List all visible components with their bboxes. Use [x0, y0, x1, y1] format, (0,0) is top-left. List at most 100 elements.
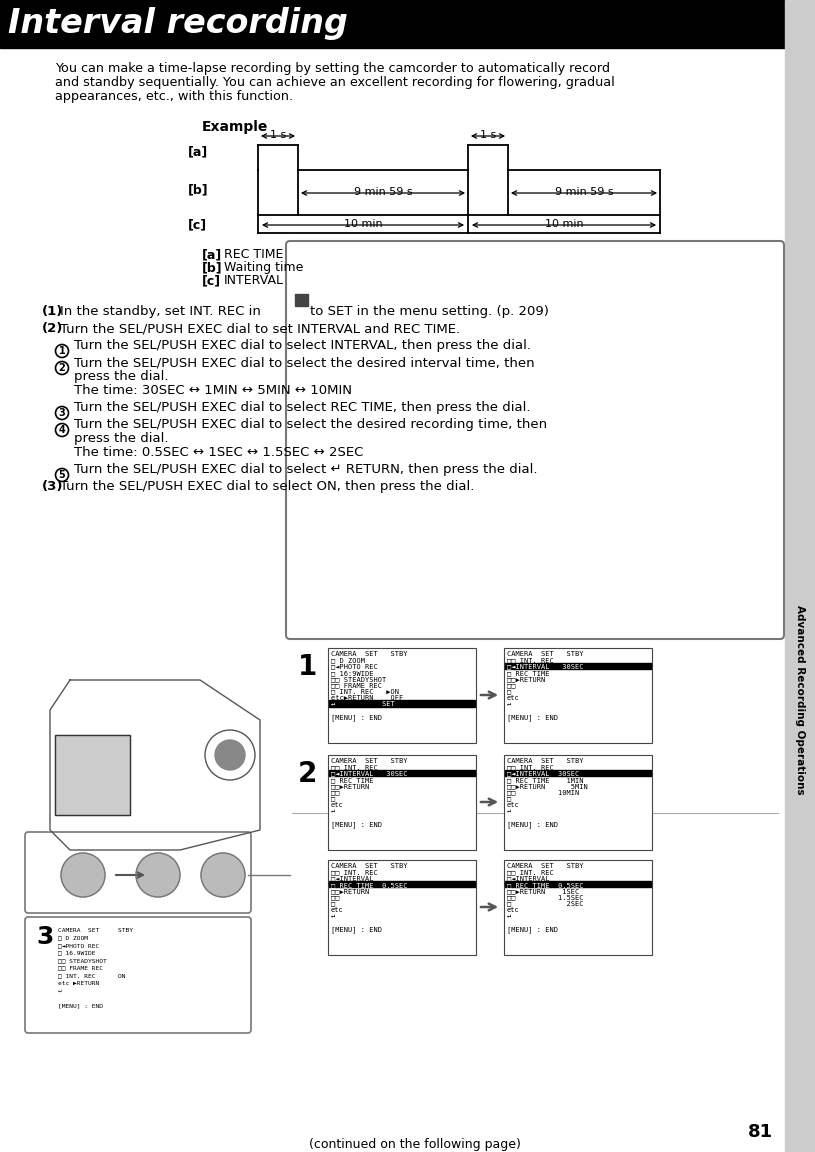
Text: etc ▶RETURN: etc ▶RETURN	[58, 980, 99, 985]
Text: press the dial.: press the dial.	[74, 370, 169, 382]
Text: Turn the SEL/PUSH EXEC dial to select ON, then press the dial.: Turn the SEL/PUSH EXEC dial to select ON…	[60, 480, 474, 493]
Text: CAMERA  SET   STBY: CAMERA SET STBY	[507, 758, 584, 764]
Bar	[504, 755, 652, 850]
Text: Turn the SEL/PUSH EXEC dial to select the desired recording time, then: Turn the SEL/PUSH EXEC dial to select th…	[74, 418, 547, 431]
Text: □: □	[507, 689, 511, 695]
Text: □ D ZOOM: □ D ZOOM	[58, 935, 88, 940]
Circle shape	[201, 852, 245, 897]
Text: (continued on the following page): (continued on the following page)	[309, 1138, 521, 1151]
Text: ↵: ↵	[331, 809, 335, 814]
Text: □□ STEADYSHOT: □□ STEADYSHOT	[331, 676, 386, 682]
Text: (3): (3)	[42, 480, 64, 493]
Text: 9 min 59 s: 9 min 59 s	[354, 187, 412, 197]
Text: The time: 30SEC ↔ 1MIN ↔ 5MIN ↔ 10MIN: The time: 30SEC ↔ 1MIN ↔ 5MIN ↔ 10MIN	[74, 384, 352, 397]
FancyBboxPatch shape	[286, 241, 784, 639]
Text: □             2SEC: □ 2SEC	[507, 901, 584, 907]
Text: 5: 5	[59, 470, 65, 480]
Bar	[505, 881, 651, 887]
Text: ↵: ↵	[58, 988, 62, 993]
Text: □□: □□	[331, 894, 340, 901]
Text: G: G	[298, 309, 305, 318]
Circle shape	[215, 740, 245, 770]
Text: 9 min 59 s: 9 min 59 s	[555, 187, 614, 197]
Text: CAMERA  SET   STBY: CAMERA SET STBY	[507, 651, 584, 657]
Text: [MENU] : END: [MENU] : END	[331, 926, 382, 933]
Text: □□: □□	[507, 682, 516, 689]
Text: CAMERA  SET   STBY: CAMERA SET STBY	[507, 863, 584, 869]
Text: □ REC TIME    1MIN: □ REC TIME 1MIN	[507, 776, 584, 783]
Text: □◄PHOTO REC: □◄PHOTO REC	[331, 664, 377, 669]
Bar	[329, 700, 475, 707]
Text: □□: □□	[331, 789, 340, 796]
Bar	[329, 881, 475, 887]
Bar	[328, 755, 476, 850]
Text: Turn the SEL/PUSH EXEC dial to select ↵ RETURN, then press the dial.: Turn the SEL/PUSH EXEC dial to select ↵ …	[74, 463, 538, 476]
Text: etc: etc	[507, 695, 520, 702]
Bar	[28, 650, 288, 850]
Bar	[328, 861, 476, 955]
Text: etc▶RETURN    OFF: etc▶RETURN OFF	[331, 695, 403, 702]
Text: 3: 3	[59, 408, 65, 418]
Text: CAMERA  SET   STBY: CAMERA SET STBY	[331, 863, 408, 869]
Text: □□ FRAME REC: □□ FRAME REC	[331, 682, 382, 689]
Text: In the standby, set INT. REC in: In the standby, set INT. REC in	[60, 305, 261, 318]
Bar	[785, 0, 815, 1152]
Text: □□ INT. REC: □□ INT. REC	[507, 658, 553, 664]
Text: 3: 3	[36, 925, 53, 949]
Text: □ REC TIME: □ REC TIME	[331, 776, 373, 783]
Text: □ D ZOOM: □ D ZOOM	[331, 658, 365, 664]
Bar	[504, 755, 652, 850]
Text: □: □	[331, 901, 335, 907]
Text: □□ INT. REC: □□ INT. REC	[331, 870, 377, 876]
Text: □◄INTERVAL  30SEC: □◄INTERVAL 30SEC	[507, 771, 579, 776]
Text: You can make a time-lapse recording by setting the camcorder to automatically re: You can make a time-lapse recording by s…	[55, 62, 610, 75]
Text: □□          10MIN: □□ 10MIN	[507, 789, 579, 796]
Text: □◄INTERVAL: □◄INTERVAL	[507, 876, 549, 881]
Text: and standby sequentially. You can achieve an excellent recording for flowering, : and standby sequentially. You can achiev…	[55, 76, 615, 89]
Text: □: □	[331, 796, 335, 802]
Text: □□▶RETURN    1SEC: □□▶RETURN 1SEC	[507, 888, 579, 894]
Text: Turn the SEL/PUSH EXEC dial to select the desired interval time, then: Turn the SEL/PUSH EXEC dial to select th…	[74, 356, 535, 369]
Text: □□ INT. REC: □□ INT. REC	[507, 870, 553, 876]
Text: Example: Example	[202, 120, 268, 134]
Text: ↵: ↵	[507, 702, 511, 707]
Text: [b]: [b]	[202, 262, 222, 274]
Text: Turn the SEL/PUSH EXEC dial to set INTERVAL and REC TIME.: Turn the SEL/PUSH EXEC dial to set INTER…	[60, 323, 460, 335]
Bar	[504, 647, 652, 743]
Bar	[504, 647, 652, 743]
Text: 81: 81	[747, 1123, 773, 1140]
Circle shape	[61, 852, 105, 897]
Text: appearances, etc., with this function.: appearances, etc., with this function.	[55, 90, 293, 103]
Text: press the dial.: press the dial.	[74, 432, 169, 445]
Text: □□ STEADYSHOT: □□ STEADYSHOT	[58, 958, 107, 963]
Text: 2: 2	[298, 760, 317, 788]
Text: Advanced Recording Operations: Advanced Recording Operations	[795, 605, 805, 795]
Text: □ INT. REC   ▶ON: □ INT. REC ▶ON	[331, 689, 399, 695]
Text: 1 s: 1 s	[270, 130, 286, 141]
Text: to SET in the menu setting. (p. 209): to SET in the menu setting. (p. 209)	[310, 305, 548, 318]
Text: (1): (1)	[42, 305, 64, 318]
Bar	[55, 735, 130, 814]
Text: □ REC TIME: □ REC TIME	[507, 670, 549, 676]
Text: [b]: [b]	[188, 183, 209, 197]
Bar	[328, 647, 476, 743]
Text: Turn the SEL/PUSH EXEC dial to select INTERVAL, then press the dial.: Turn the SEL/PUSH EXEC dial to select IN…	[74, 339, 531, 353]
FancyBboxPatch shape	[25, 832, 251, 914]
Bar	[504, 861, 652, 955]
Text: etc: etc	[507, 802, 520, 808]
Text: □□▶RETURN: □□▶RETURN	[331, 888, 369, 894]
Text: CAMERA  SET     STBY: CAMERA SET STBY	[58, 929, 133, 933]
Text: [c]: [c]	[202, 274, 221, 287]
Bar	[504, 861, 652, 955]
Text: [MENU] : END: [MENU] : END	[507, 714, 558, 721]
Text: [MENU] : END: [MENU] : END	[331, 821, 382, 828]
Text: ↵: ↵	[507, 809, 511, 814]
Text: □ 16.9WIDE: □ 16.9WIDE	[58, 950, 95, 955]
Bar	[505, 662, 651, 669]
Circle shape	[136, 852, 180, 897]
Text: □◄INTERVAL   30SEC: □◄INTERVAL 30SEC	[507, 664, 584, 669]
Text: □ REC TIME  0.5SEC: □ REC TIME 0.5SEC	[507, 882, 584, 888]
Text: REC TIME: REC TIME	[224, 248, 284, 262]
Text: 4: 4	[59, 425, 65, 435]
Bar	[0, 46, 785, 48]
